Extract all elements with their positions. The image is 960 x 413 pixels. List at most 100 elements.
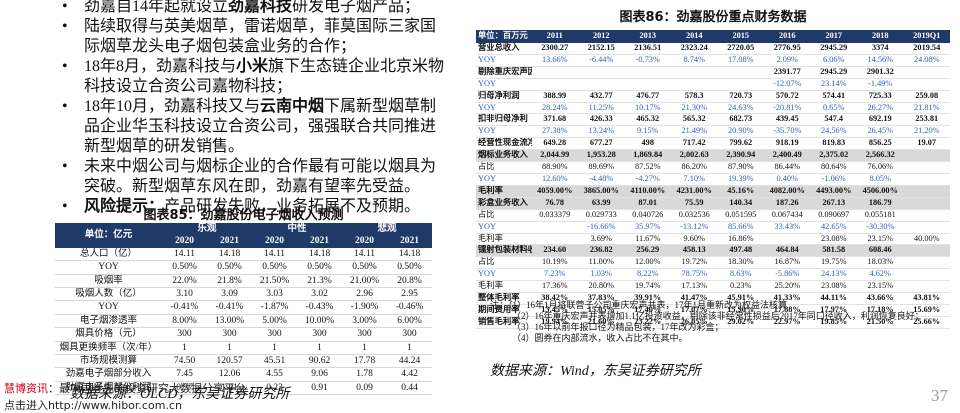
cell: 1 bbox=[252, 341, 298, 356]
cell: 0.029733 bbox=[578, 209, 625, 222]
row-label: YOY bbox=[476, 54, 532, 67]
cell: 41.33% bbox=[764, 292, 811, 305]
cell: 1 bbox=[207, 341, 253, 356]
cell: 0.090697 bbox=[810, 209, 857, 222]
cell: 21.3% bbox=[297, 274, 343, 289]
cell: -16.66% bbox=[578, 221, 625, 234]
cell: 78.75% bbox=[671, 268, 718, 282]
header-row: 单位：百万元 2011 2012 2013 2014 2015 2016 2017 2018 20… bbox=[476, 30, 950, 43]
row: 期间费用率 13.45% 15.05% 17.40% 17.07% 15.90% 17.88… bbox=[476, 304, 950, 317]
cell: 692.19 bbox=[857, 113, 904, 127]
cell: 236.82 bbox=[578, 244, 625, 258]
cell: 86.20% bbox=[671, 161, 718, 174]
cell: 799.62 bbox=[717, 137, 764, 151]
cell: 2,566.32 bbox=[857, 149, 904, 163]
cell: 23.15% bbox=[857, 280, 904, 294]
cell: 13.00% bbox=[207, 314, 253, 329]
table86-source: 数据来源：Wind，东吴证券研究所 bbox=[490, 364, 701, 379]
cell: -1.06% bbox=[810, 173, 857, 186]
row-label: 经营性现金流净额 bbox=[476, 137, 532, 151]
cell: -20.81% bbox=[764, 102, 811, 115]
cell: 86.44% bbox=[764, 161, 811, 174]
cell: 15.90% bbox=[717, 304, 764, 317]
note: （3）16年以前年报口径为精品包装，17年改为彩盒； bbox=[512, 322, 724, 332]
row: YOY 12.60% -4.48% -4.27% 7.10% 19.39% 0.40% -1.… bbox=[476, 173, 950, 186]
cell: 9.06 bbox=[297, 367, 343, 382]
text: 18年10月，劲嘉科技又与 bbox=[84, 98, 261, 115]
cell: 29.02% bbox=[717, 316, 764, 329]
cell: 45.16% bbox=[717, 185, 764, 198]
row-label: 镭射包装材料收入 bbox=[476, 244, 532, 258]
cell: 300 bbox=[207, 327, 253, 342]
cell bbox=[624, 66, 671, 79]
cell: 7.45 bbox=[162, 367, 207, 382]
column-header: 2014 bbox=[671, 30, 718, 43]
cell: 16.87% bbox=[764, 256, 811, 270]
cell: 819.83 bbox=[810, 137, 857, 151]
cell: 19.07 bbox=[903, 137, 950, 151]
row-label: 吸烟率 bbox=[55, 274, 162, 289]
cell: 87.52% bbox=[624, 161, 671, 174]
cell bbox=[903, 244, 950, 258]
cell: 25.20% bbox=[764, 280, 811, 294]
table86-title: 图表86：劲嘉股份重点财务数据 bbox=[619, 10, 807, 25]
cell: 1 bbox=[162, 341, 207, 356]
text: 劲嘉自14年起就设立 bbox=[84, 0, 229, 15]
group-header: 悲观 bbox=[342, 223, 433, 236]
bullet: • 陆续取得与英美烟草，雷诺烟草，菲莫国际三家国际烟草龙头电子烟包装盒业务的合作； bbox=[62, 17, 446, 57]
row-label: YOY bbox=[476, 125, 532, 139]
cell: 2,375.02 bbox=[810, 149, 857, 163]
page-number: 37 bbox=[931, 386, 948, 405]
cell: 13.45% bbox=[531, 304, 578, 317]
watermark-link[interactable]: 点击进入http://www.hibor.com.cn bbox=[4, 399, 182, 412]
cell: 426.33 bbox=[578, 113, 625, 127]
cell: 40.00% bbox=[903, 233, 950, 246]
cell: 26.27% bbox=[857, 102, 904, 115]
row-label: 劲嘉电子烟部分利润 bbox=[55, 381, 162, 396]
cell: 27.38% bbox=[531, 125, 578, 139]
cell bbox=[903, 78, 950, 91]
cell: 8.00% bbox=[162, 314, 207, 329]
cell: 23.14% bbox=[810, 78, 857, 91]
cell bbox=[903, 256, 950, 270]
cell: 497.48 bbox=[717, 244, 764, 258]
cell: 17.18% bbox=[857, 304, 904, 317]
cell: 85.66% bbox=[717, 221, 764, 234]
cell: 23.08% bbox=[810, 280, 857, 294]
row-label: YOY bbox=[476, 173, 532, 186]
cell bbox=[531, 233, 578, 246]
cell: 5.00% bbox=[252, 314, 298, 329]
cell: 21.50% bbox=[252, 274, 298, 289]
cell: 13.66% bbox=[531, 54, 578, 67]
bullet-list: • 劲嘉自14年起就设立劲嘉科技研发电子烟产品； • 陆续取得与英美烟草，雷诺烟草，菲… bbox=[62, 0, 446, 217]
cell: 2.96 bbox=[342, 287, 388, 302]
cell: 24.13% bbox=[810, 268, 857, 282]
row-label: 毛利率 bbox=[476, 233, 532, 246]
bullet: • 18年10月，劲嘉科技又与云南中烟下属新型烟草制品企业华玉科技设立合资公司，强… bbox=[62, 97, 446, 157]
row-label: 电子烟渗透率 bbox=[55, 314, 162, 329]
cell: 11.67% bbox=[624, 233, 671, 246]
cell: -1.90% bbox=[342, 300, 388, 315]
row-label: 期间费用率 bbox=[476, 304, 532, 317]
row-label: 占比 bbox=[476, 209, 532, 222]
cell: 0.50% bbox=[162, 260, 207, 275]
cell: -0.73% bbox=[624, 54, 671, 67]
row: 毛利率 3.69% 11.67% 9.60% 16.86% 23.08% 23.15% 40.… bbox=[476, 233, 950, 246]
cell bbox=[671, 66, 718, 79]
cell bbox=[903, 173, 950, 186]
cell: 28.24% bbox=[531, 102, 578, 115]
row-label: 占比 bbox=[476, 256, 532, 270]
cell bbox=[903, 161, 950, 174]
cell: 14.11 bbox=[342, 247, 388, 262]
cell: 35.97% bbox=[624, 221, 671, 234]
cell: 1.03% bbox=[578, 268, 625, 282]
cell: 0.067434 bbox=[764, 209, 811, 222]
cell: 2136.51 bbox=[624, 43, 671, 55]
cell: 15.69% bbox=[903, 304, 950, 317]
cell: 80.64% bbox=[810, 161, 857, 174]
cell: 0.50% bbox=[252, 260, 298, 275]
row: 归母净利润 388.99 432.77 476.77 578.3 720.73 570.72… bbox=[476, 90, 950, 103]
forecast-table: 单位：亿元 乐观 中性 悲观 2020 2021 2020 2021 2020 2021 总人口（亿… bbox=[55, 223, 433, 396]
cell: 37.83% bbox=[578, 292, 625, 305]
cell: 0.051595 bbox=[717, 209, 764, 222]
